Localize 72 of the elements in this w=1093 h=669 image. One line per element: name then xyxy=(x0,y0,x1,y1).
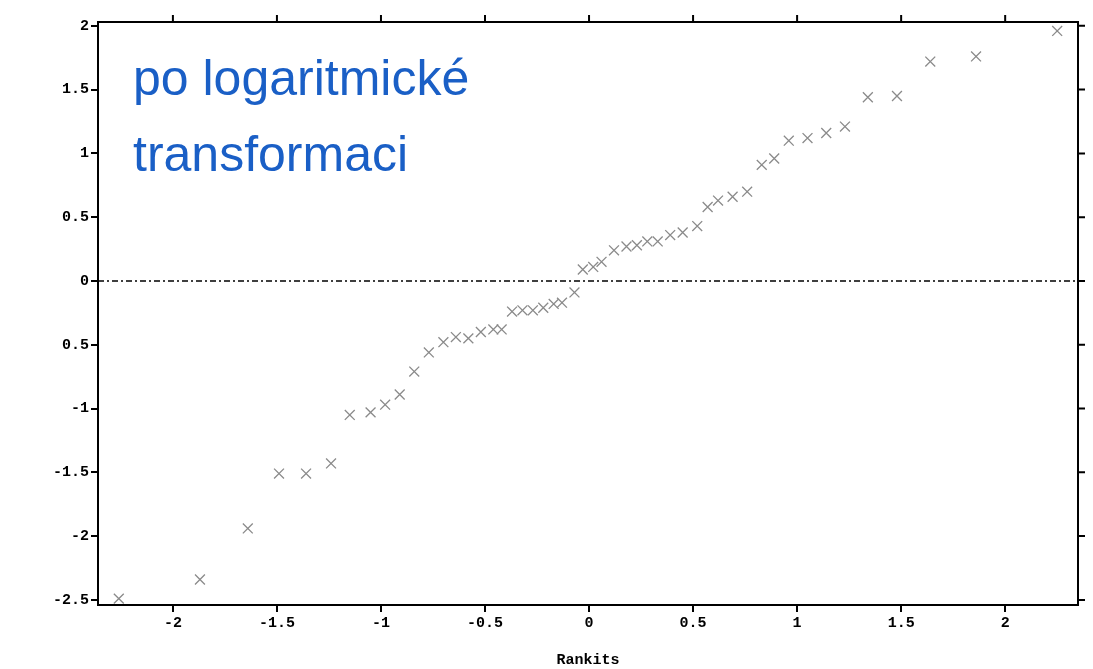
point xyxy=(496,323,508,336)
point xyxy=(487,323,499,336)
y-tick-label: 0.5 xyxy=(61,208,89,226)
x-axis-title: Rankits xyxy=(556,651,620,669)
point xyxy=(727,191,739,203)
point xyxy=(608,244,620,256)
point xyxy=(801,132,814,144)
point xyxy=(741,186,753,198)
point xyxy=(379,399,391,411)
point xyxy=(652,235,664,248)
point xyxy=(462,332,474,344)
annotation: po logaritmické transformaci xyxy=(133,49,471,184)
x-tick-label: -1 xyxy=(371,614,390,632)
point xyxy=(408,365,420,378)
point xyxy=(394,388,406,401)
point xyxy=(839,121,851,133)
y-tick-label: 1 xyxy=(79,145,89,163)
point xyxy=(516,304,529,316)
point xyxy=(970,50,982,63)
point xyxy=(325,457,337,469)
y-tick-label: -2.5 xyxy=(52,591,89,609)
y-tick-label: 0 xyxy=(79,272,89,290)
point xyxy=(891,90,903,102)
point xyxy=(423,346,435,359)
x-tick-label: -1.5 xyxy=(258,614,295,632)
point xyxy=(712,195,724,207)
point xyxy=(344,409,356,421)
point xyxy=(820,127,832,139)
point xyxy=(537,302,549,314)
point xyxy=(595,256,608,268)
point xyxy=(677,226,689,239)
y-tick-label: 1.5 xyxy=(61,81,89,99)
x-tick-label: -2 xyxy=(163,614,182,632)
point xyxy=(242,522,254,535)
point xyxy=(862,91,874,103)
point xyxy=(475,326,487,338)
point xyxy=(620,240,633,253)
point xyxy=(577,263,589,276)
x-tick-label: 1 xyxy=(792,614,802,632)
point xyxy=(437,336,449,348)
y-tick-label: 2 xyxy=(79,17,89,35)
x-tick-label: -0.5 xyxy=(467,614,504,632)
point xyxy=(506,305,518,318)
point xyxy=(631,239,643,251)
point xyxy=(756,159,768,171)
point xyxy=(273,468,285,480)
point xyxy=(924,55,936,68)
point xyxy=(450,331,462,343)
point xyxy=(702,201,714,213)
point xyxy=(691,220,703,232)
point xyxy=(664,229,676,241)
x-tick-label: 0 xyxy=(584,614,594,632)
point xyxy=(113,593,125,605)
point xyxy=(768,152,780,165)
point xyxy=(556,297,568,309)
y-tick-label: -2 xyxy=(70,527,89,545)
point xyxy=(641,235,653,248)
point xyxy=(1051,25,1063,37)
y-tick-label: -1 xyxy=(70,400,89,418)
y-tick-label: 0.5 xyxy=(61,336,89,354)
point xyxy=(587,261,599,273)
point xyxy=(548,298,560,310)
point xyxy=(364,406,377,418)
x-tick-label: 0.5 xyxy=(679,614,707,632)
point xyxy=(783,135,795,147)
point xyxy=(194,573,206,586)
point xyxy=(300,468,312,480)
x-tick-label: 2 xyxy=(1000,614,1010,632)
point xyxy=(527,304,539,316)
x-tick-label: 1.5 xyxy=(887,614,915,632)
y-tick-label: -1.5 xyxy=(52,464,89,482)
point xyxy=(568,286,581,299)
